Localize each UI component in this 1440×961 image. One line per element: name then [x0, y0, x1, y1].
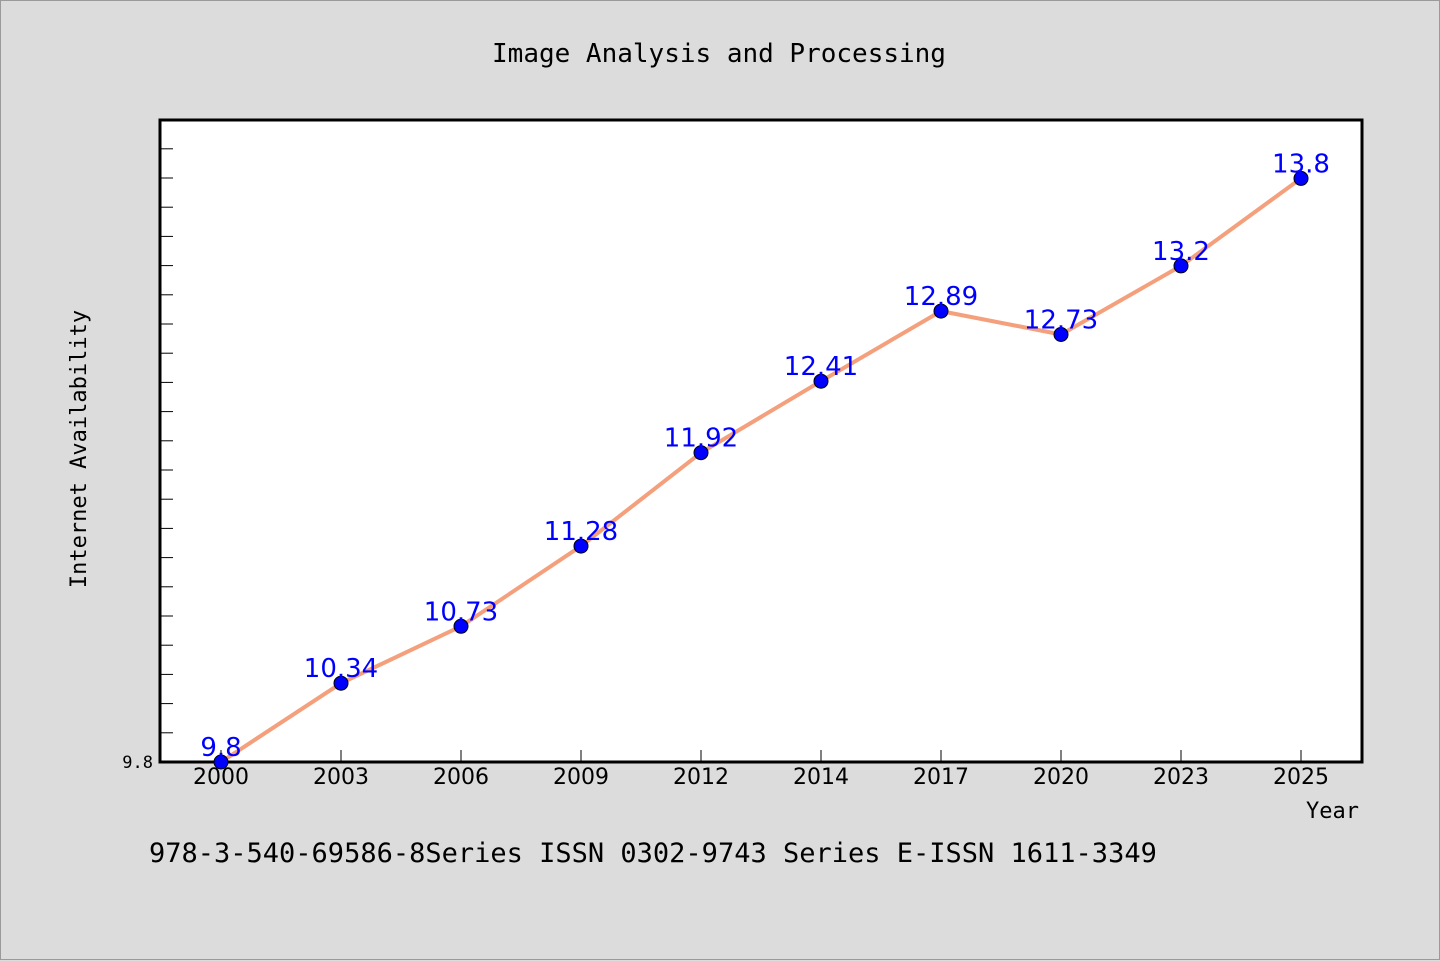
- data-label: 9.8: [200, 733, 241, 763]
- x-tick-label: 2012: [673, 765, 729, 790]
- data-point-marker: [1173, 258, 1189, 274]
- series-line: [219, 176, 1303, 764]
- x-tick-label: 2023: [1153, 765, 1209, 790]
- y-axis-label: Internet Availability: [67, 310, 92, 588]
- x-axis-ticks: 2000 2003 2006 2009 2012 2014 2017 2020 2023 2025: [193, 750, 1329, 790]
- data-label: 12.41: [784, 352, 858, 382]
- data-labels: 9.8 10.34 10.73 11.28 11.92 12.41 12.89 12.73 13…: [200, 149, 1330, 763]
- x-tick-label: 2009: [553, 765, 609, 790]
- data-label: 12.89: [904, 282, 978, 312]
- data-label: 12.73: [1024, 306, 1098, 336]
- x-tick-label: 2003: [313, 765, 369, 790]
- data-point-marker: [1293, 170, 1309, 186]
- data-point-marker: [693, 445, 709, 461]
- y-axis-minor-ticks: [160, 148, 173, 734]
- data-point-marker: [573, 538, 589, 554]
- data-point-marker: [813, 373, 829, 389]
- x-tick-label: 2020: [1033, 765, 1089, 790]
- data-point-marker: [333, 675, 349, 691]
- x-axis-label: Year: [1306, 799, 1359, 824]
- x-tick-label: 2017: [913, 765, 969, 790]
- x-tick-label: 2006: [433, 765, 489, 790]
- data-point-marker: [1053, 327, 1069, 342]
- data-label: 13.8: [1272, 149, 1330, 179]
- y-tick-label: 9.8: [122, 753, 153, 773]
- data-label: 11.28: [544, 517, 618, 547]
- plot-area: [158, 118, 1364, 764]
- x-tick-label: 2014: [793, 765, 849, 790]
- data-point-marker: [453, 618, 469, 634]
- data-point-marker: [213, 754, 229, 770]
- data-point-marker: [933, 303, 949, 319]
- series-markers: [213, 170, 1309, 770]
- x-tick-label: 2025: [1273, 765, 1329, 790]
- data-label: 13.2: [1152, 237, 1210, 267]
- data-label: 10.73: [424, 597, 498, 627]
- data-label: 10.34: [304, 654, 378, 684]
- data-label: 11.92: [664, 424, 738, 454]
- chart-title: Image Analysis and Processing: [492, 39, 946, 69]
- footnote-text: 978-3-540-69586-8Series ISSN 0302-9743 S…: [149, 838, 1157, 869]
